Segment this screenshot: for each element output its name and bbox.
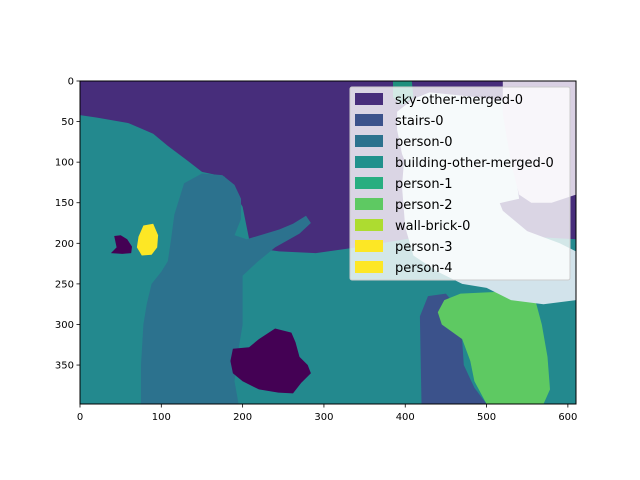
y-axis: 0 50 100 150 200 250 300 350 [55, 77, 80, 372]
legend-swatch [355, 198, 383, 210]
legend-swatch [355, 114, 383, 126]
legend-swatch [355, 135, 383, 147]
y-tick-label: 350 [55, 361, 74, 372]
x-tick-label: 600 [558, 412, 577, 423]
center-blob [230, 328, 311, 394]
legend-label: person-1 [395, 177, 453, 192]
x-tick-label: 400 [396, 412, 415, 423]
legend-swatch [355, 240, 383, 252]
person-2-region [437, 277, 550, 404]
plot-frame [79, 80, 577, 405]
legend-frame [349, 86, 571, 281]
y-tick-label: 150 [55, 198, 74, 209]
y-tick-label: 0 [68, 77, 74, 88]
y-tick-label: 200 [55, 239, 74, 250]
legend-swatch [355, 219, 383, 231]
y-tick-label: 100 [55, 158, 74, 169]
legend-label: person-0 [395, 135, 453, 150]
legend-label: building-other-merged-0 [395, 156, 554, 171]
y-tick-label: 50 [61, 117, 74, 128]
legend-label: wall-brick-0 [395, 219, 470, 234]
legend-swatch [355, 93, 383, 105]
legend: sky-other-merged-0 stairs-0 person-0 buildi… [349, 86, 571, 281]
person-3-region [136, 223, 159, 256]
y-tick-label: 250 [55, 279, 74, 290]
legend-label: sky-other-merged-0 [395, 93, 523, 108]
x-tick-label: 300 [314, 412, 333, 423]
person-0-region [141, 173, 311, 404]
x-tick-label: 100 [152, 412, 171, 423]
legend-label: person-3 [395, 240, 453, 255]
x-tick-label: 500 [477, 412, 496, 423]
legend-label: stairs-0 [395, 114, 444, 129]
legend-label: person-2 [395, 198, 453, 213]
legend-label: person-4 [395, 261, 453, 276]
x-tick-label: 200 [233, 412, 252, 423]
stairs-region [419, 293, 487, 404]
legend-swatch [355, 261, 383, 273]
x-axis: 0 100 200 300 400 500 600 [77, 404, 577, 423]
left-blob [110, 235, 132, 254]
legend-swatch [355, 177, 383, 189]
y-tick-label: 300 [55, 320, 74, 331]
x-tick-label: 0 [77, 412, 83, 423]
legend-swatch [355, 156, 383, 168]
